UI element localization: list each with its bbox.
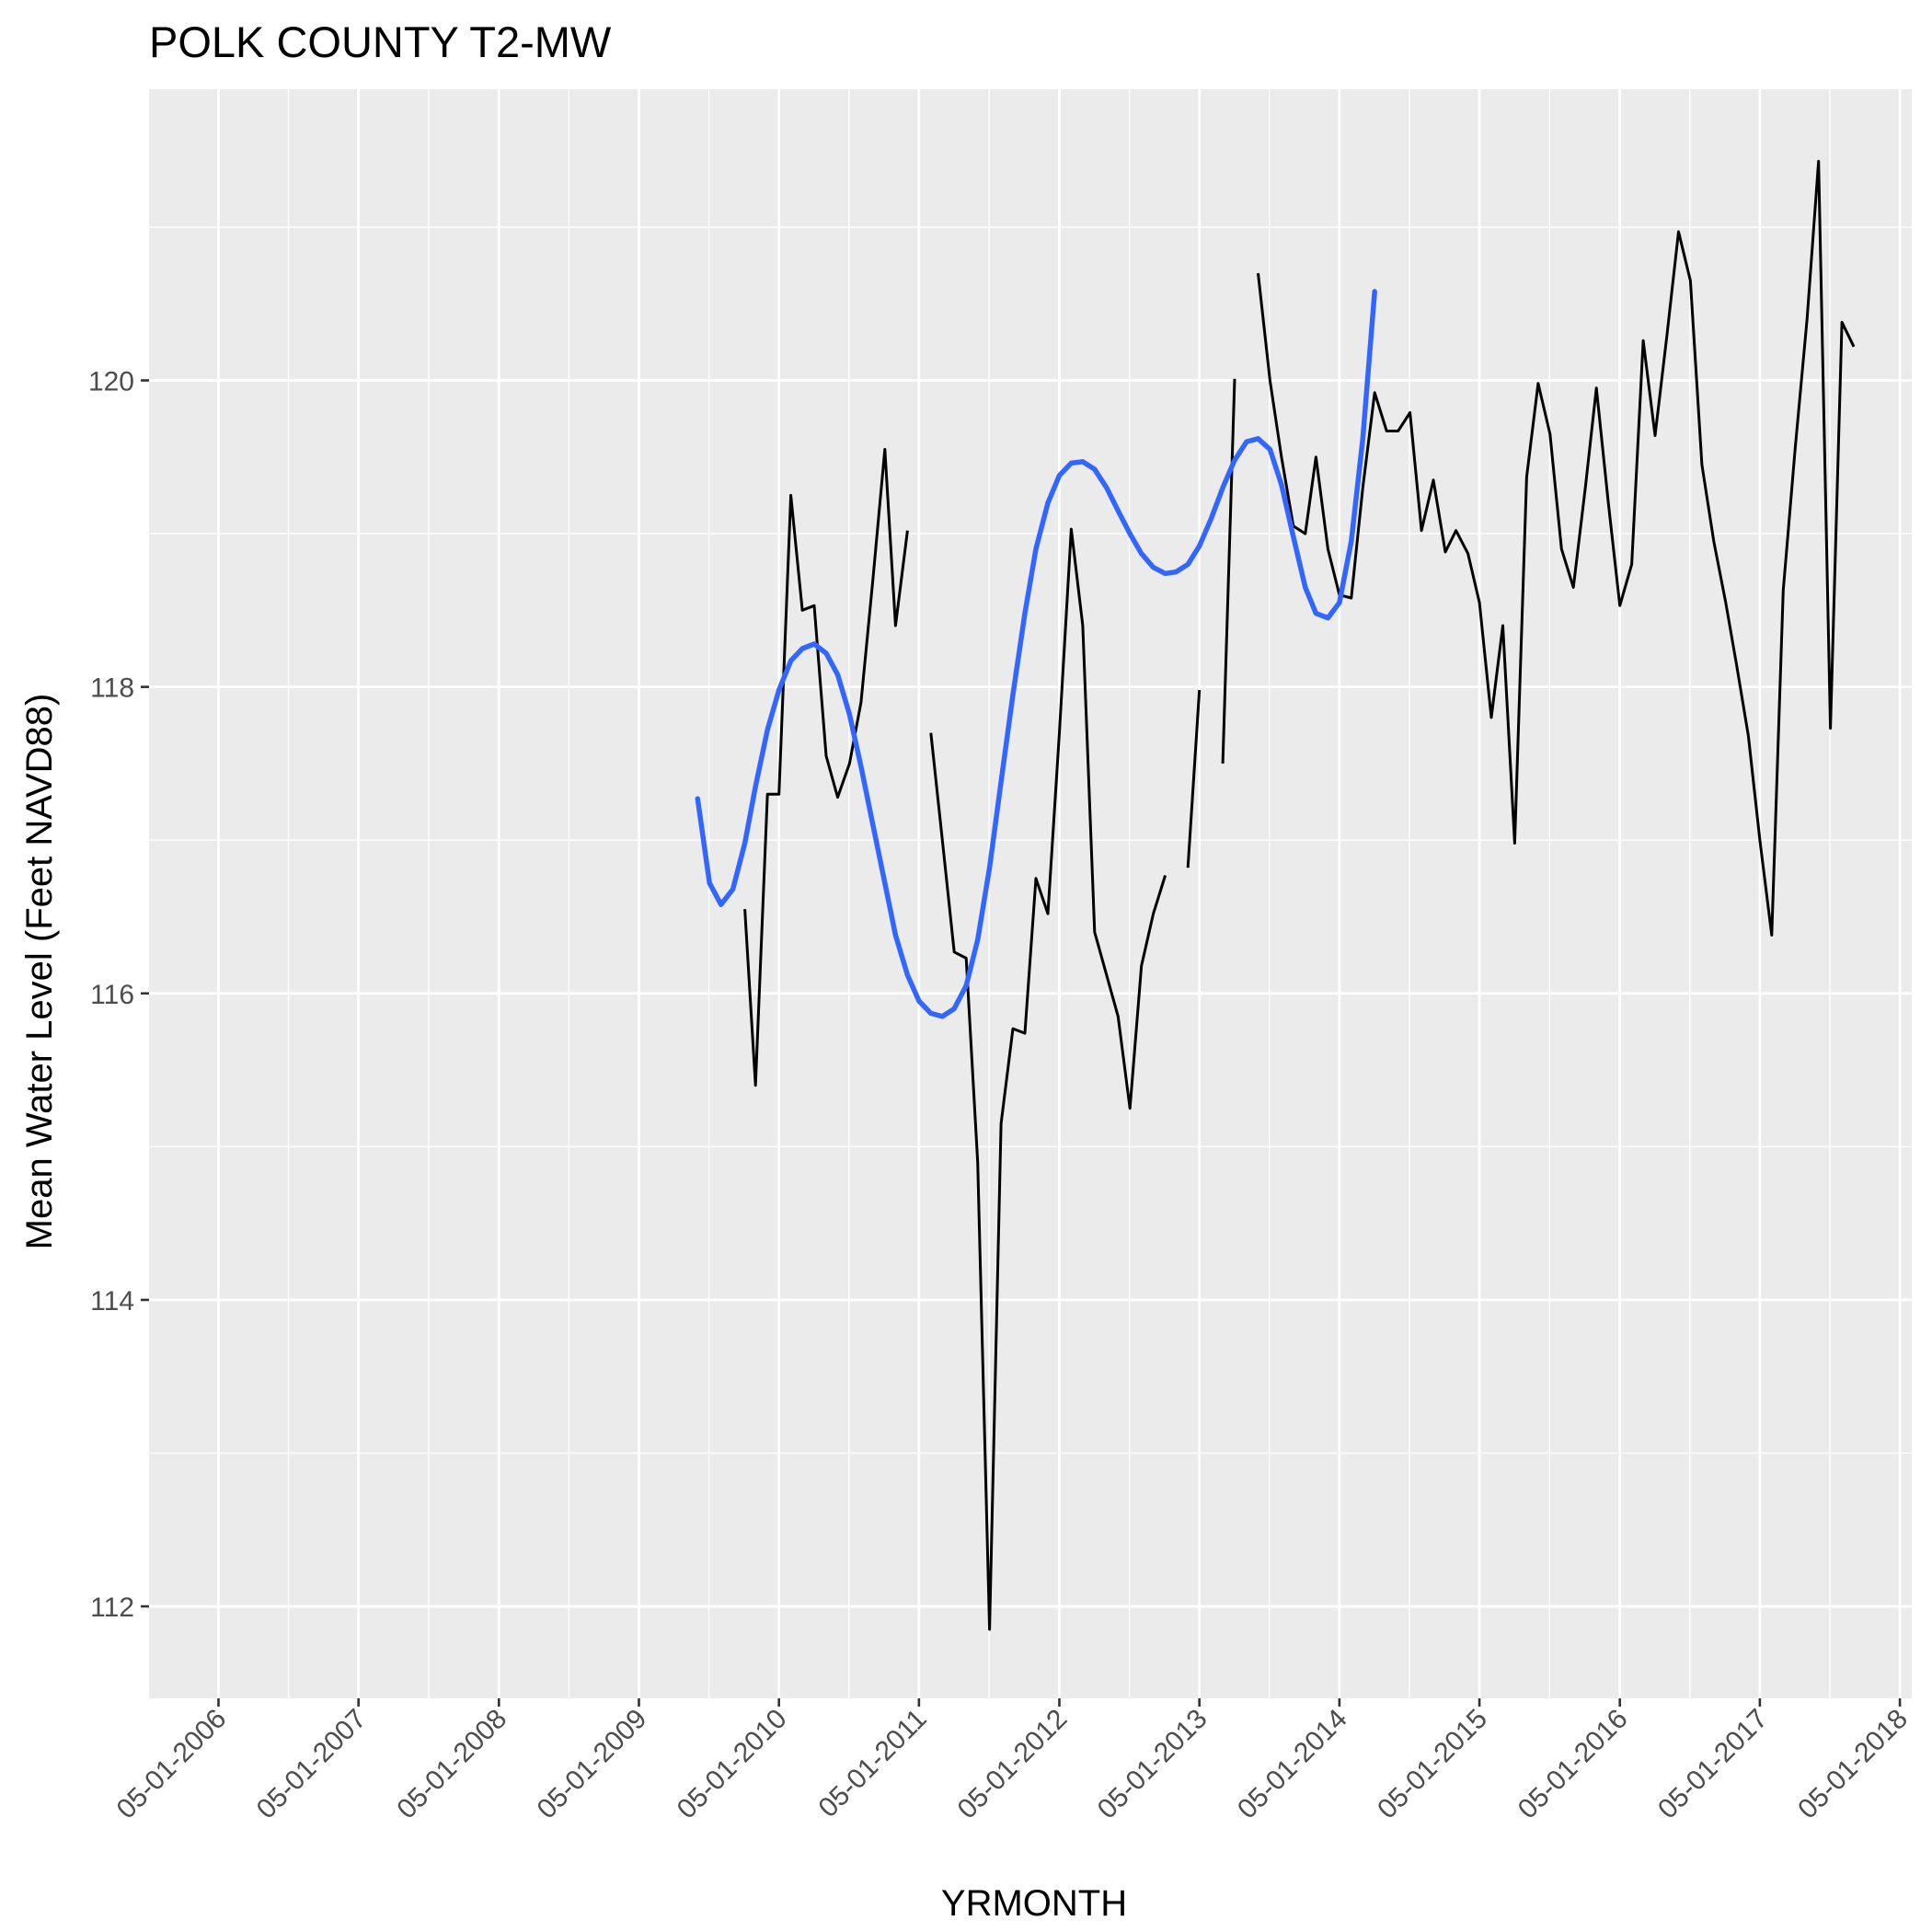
y-tick-label: 114 (90, 1286, 134, 1317)
x-axis: 05-01-2006 05-01-2007 05-01-2008 05-01-2009… (111, 1698, 1914, 1824)
x-tick-label: 05-01-2017 (1652, 1704, 1774, 1825)
observed-series (743, 159, 1856, 1631)
x-tick-label: 05-01-2016 (1512, 1704, 1634, 1825)
x-tick-label: 05-01-2018 (1792, 1704, 1914, 1825)
y-tick-label: 118 (90, 673, 134, 704)
y-tick-label: 116 (90, 980, 134, 1010)
y-tick-label: 120 (88, 366, 134, 397)
observed-line-segment (1186, 689, 1202, 868)
y-axis: 112 114 116 118 120 (88, 366, 149, 1623)
x-tick-label: 05-01-2007 (251, 1704, 373, 1825)
x-tick-label: 05-01-2014 (1232, 1704, 1353, 1825)
observed-line-segment (1257, 159, 1856, 937)
observed-line-segment (929, 527, 1167, 1631)
observed-line-segment (1221, 378, 1236, 764)
x-tick-label: 05-01-2008 (391, 1704, 512, 1825)
y-tick-label: 112 (90, 1593, 134, 1623)
y-axis-title: Mean Water Level (Feet NAVD88) (19, 694, 60, 1250)
x-tick-label: 05-01-2015 (1372, 1704, 1493, 1825)
x-tick-label: 05-01-2012 (952, 1704, 1074, 1825)
minor-gridlines (149, 89, 1912, 1698)
smoothed-trend-line (695, 289, 1377, 1019)
x-tick-label: 05-01-2013 (1092, 1704, 1213, 1825)
chart-title: POLK COUNTY T2-MW (149, 17, 612, 66)
plot-panel (149, 89, 1912, 1698)
x-tick-label: 05-01-2006 (111, 1704, 233, 1825)
major-gridlines (149, 89, 1912, 1698)
x-tick-label: 05-01-2009 (532, 1704, 653, 1825)
x-tick-label: 05-01-2011 (813, 1704, 933, 1823)
smoothed-series (695, 289, 1377, 1019)
x-axis-title: YRMONTH (941, 1883, 1127, 1924)
observed-line-segment (743, 447, 909, 1087)
x-tick-label: 05-01-2010 (672, 1704, 793, 1825)
